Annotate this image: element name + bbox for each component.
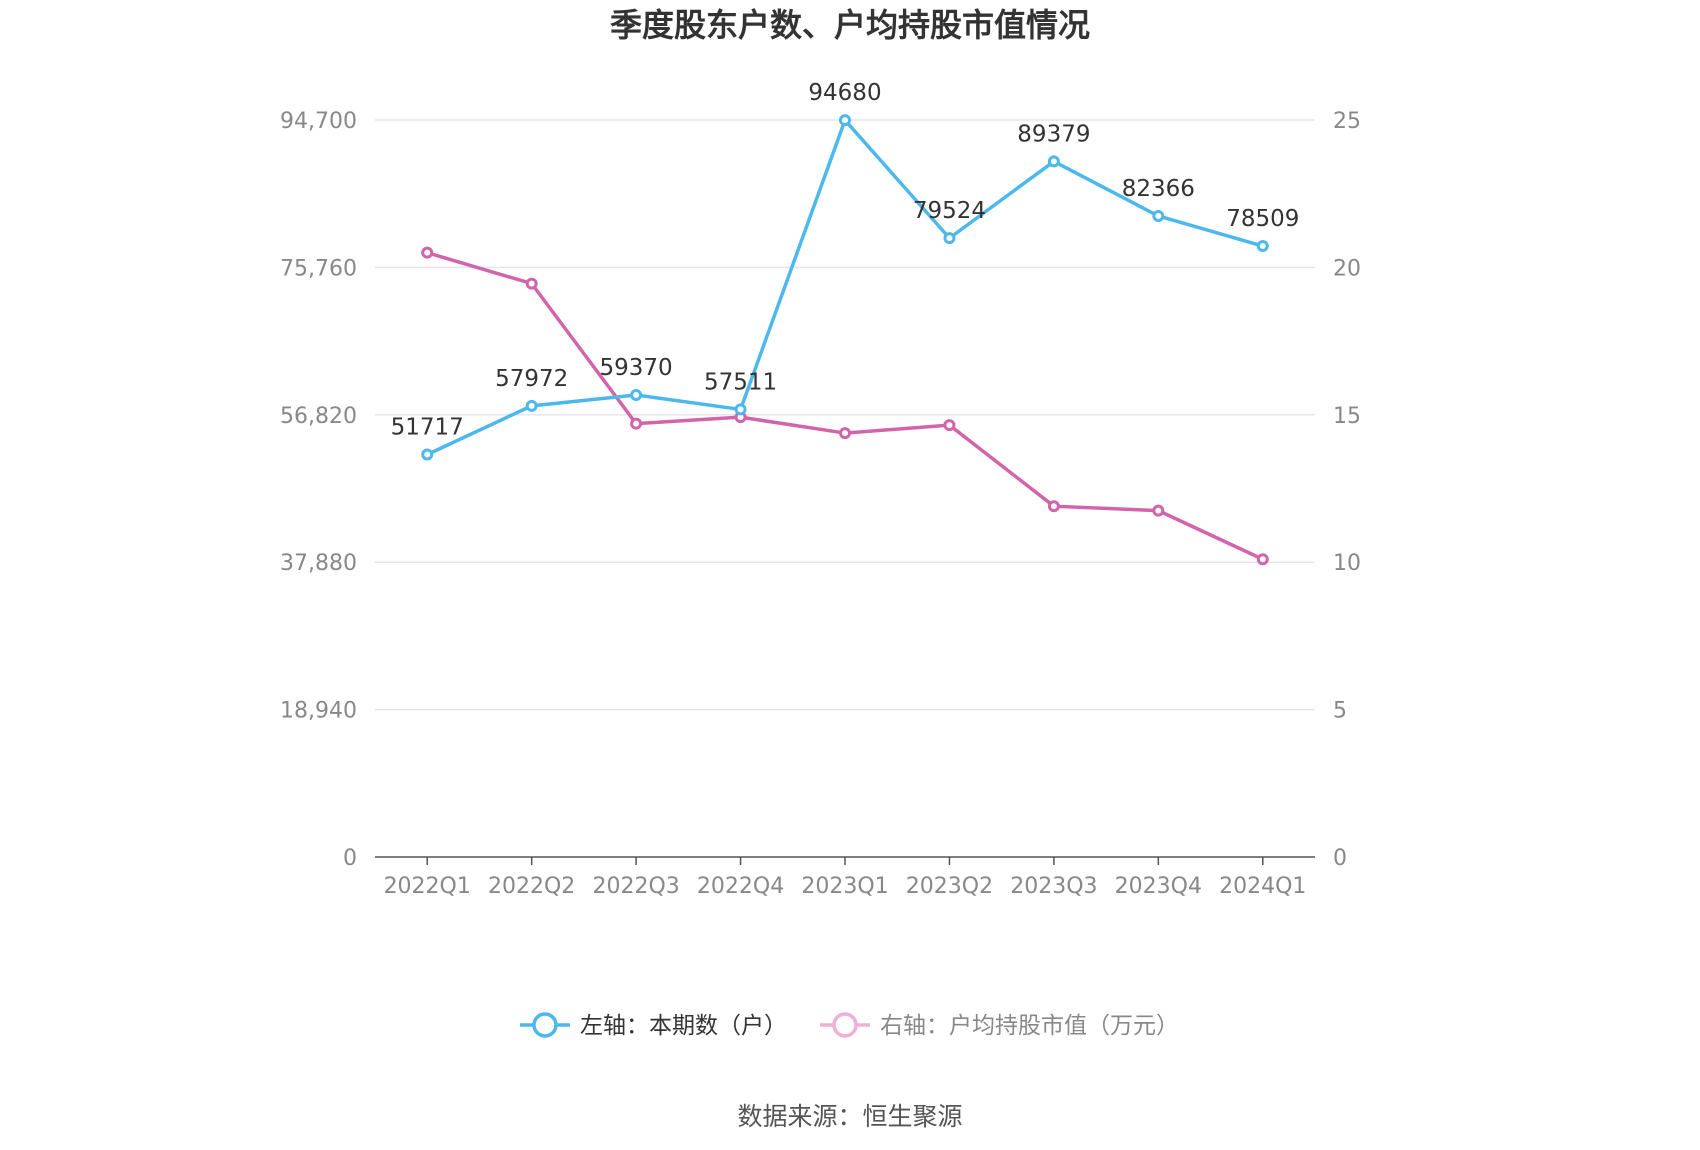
data-point[interactable] <box>1152 504 1165 517</box>
data-point[interactable] <box>734 403 747 416</box>
chart-title: 季度股东户数、户均持股市值情况 <box>610 6 1090 44</box>
legend[interactable]: 左轴：本期数（户） 右轴：户均持股市值（万元） <box>520 1012 1179 1039</box>
data-point[interactable] <box>839 427 851 440</box>
data-point[interactable] <box>525 399 538 412</box>
data-point[interactable] <box>1047 500 1060 513</box>
data-point[interactable] <box>630 388 643 401</box>
data-point[interactable] <box>421 448 434 461</box>
left-tick-label: 56,820 <box>280 404 357 429</box>
left-tick-label: 75,760 <box>280 256 357 281</box>
right-tick-label: 5 <box>1333 699 1347 724</box>
data-point[interactable] <box>630 417 643 430</box>
series-layer: 51717 57972 59370 57511 94680 79524 89379 82366… <box>391 80 1299 566</box>
x-axis: 2022Q1 2022Q2 2022Q3 2022Q4 2023Q1 2023Q2 2023… <box>375 856 1315 899</box>
x-tick-label: 2022Q3 <box>592 874 679 899</box>
right-tick-label: 25 <box>1333 109 1361 134</box>
legend-marker <box>832 1012 858 1038</box>
data-label: 79524 <box>913 198 986 224</box>
x-tick-label: 2022Q1 <box>384 874 471 899</box>
data-point[interactable] <box>943 232 956 245</box>
series-line <box>426 250 1264 561</box>
right-axis: 0 5 10 15 20 25 <box>1333 109 1361 871</box>
right-tick-label: 0 <box>1333 846 1347 871</box>
x-tick-label: 2023Q4 <box>1115 874 1202 899</box>
x-tick-label: 2023Q2 <box>906 874 993 899</box>
data-label: 59370 <box>600 355 673 381</box>
source-note: 数据来源：恒生聚源 <box>737 1102 962 1131</box>
left-axis: 0 18,940 37,880 56,820 75,760 94,700 <box>280 109 357 871</box>
x-tick-label: 2022Q2 <box>488 874 575 899</box>
data-point[interactable] <box>1152 209 1165 222</box>
data-label: 57972 <box>495 366 568 392</box>
right-tick-label: 10 <box>1333 551 1361 576</box>
left-tick-label: 37,880 <box>280 551 357 576</box>
series-1 <box>421 246 1269 566</box>
data-label: 94680 <box>808 80 881 106</box>
legend-label: 左轴：本期数（户） <box>580 1013 787 1039</box>
left-tick-label: 94,700 <box>280 109 357 134</box>
right-tick-label: 20 <box>1333 256 1361 281</box>
data-point[interactable] <box>421 246 434 259</box>
data-point[interactable] <box>1256 240 1269 253</box>
left-tick-label: 18,940 <box>280 699 357 724</box>
x-tick-label: 2022Q4 <box>697 874 784 899</box>
right-tick-label: 15 <box>1333 404 1361 429</box>
data-label: 51717 <box>391 415 464 441</box>
data-point[interactable] <box>1047 155 1060 168</box>
series-0: 51717 57972 59370 57511 94680 79524 89379 82366… <box>391 80 1299 461</box>
legend-label: 右轴：户均持股市值（万元） <box>880 1013 1179 1039</box>
data-point[interactable] <box>943 419 956 432</box>
data-point[interactable] <box>525 277 538 290</box>
data-label: 57511 <box>704 369 777 395</box>
series-line <box>426 118 1264 457</box>
data-point[interactable] <box>1256 553 1269 566</box>
data-label: 89379 <box>1017 121 1090 147</box>
data-label: 78509 <box>1226 206 1299 232</box>
legend-item[interactable]: 右轴：户均持股市值（万元） <box>820 1012 1179 1039</box>
x-tick-label: 2023Q1 <box>801 874 888 899</box>
data-point[interactable] <box>839 114 851 127</box>
data-label: 82366 <box>1122 176 1195 202</box>
x-tick-label: 2024Q1 <box>1219 874 1306 899</box>
legend-item[interactable]: 左轴：本期数（户） <box>520 1012 787 1039</box>
legend-marker <box>532 1012 558 1038</box>
x-tick-label: 2023Q3 <box>1010 874 1097 899</box>
left-tick-label: 0 <box>343 846 357 871</box>
